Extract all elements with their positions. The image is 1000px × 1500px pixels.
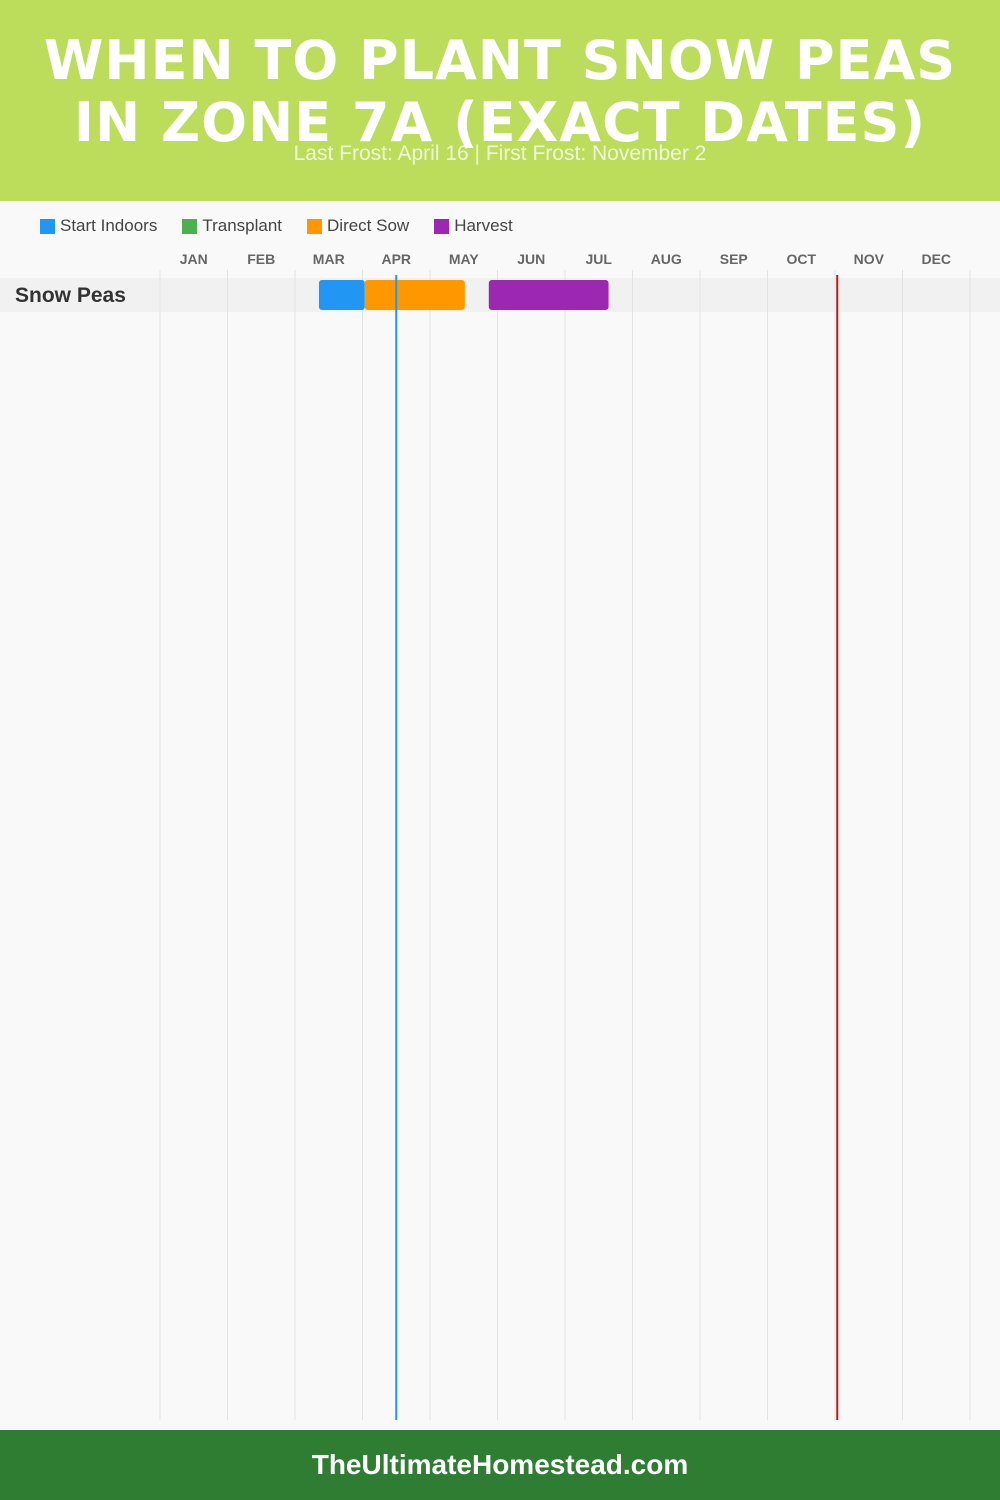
month-label: MAR <box>313 251 345 267</box>
bar-direct-sow <box>364 280 465 310</box>
row-label: Snow Peas <box>15 284 126 307</box>
month-label: AUG <box>651 251 682 267</box>
month-label: MAY <box>449 251 479 267</box>
legend-item-start-indoors: Start Indoors <box>40 216 157 236</box>
chart-legend: Start Indoors Transplant Direct Sow Harv… <box>40 214 538 238</box>
legend-swatch-direct-sow <box>307 218 323 234</box>
header-banner: When to Plant Snow Peas in Zone 7a (Exac… <box>0 0 1000 201</box>
legend-label: Start Indoors <box>60 216 158 235</box>
legend-label: Transplant <box>202 216 283 235</box>
month-label: FEB <box>247 251 275 267</box>
frost-dates-subtitle: Last Frost: April 16 | First Frost: Nove… <box>293 142 707 165</box>
month-label: DEC <box>921 251 951 267</box>
legend-swatch-start-indoors <box>40 218 55 234</box>
legend-label: Direct Sow <box>327 216 410 235</box>
month-label: SEP <box>720 251 748 267</box>
planting-calendar-chart: JAN FEB MAR APR MAY JUN JUL AUG SEP OCT NOV DEC Snow… <box>0 251 1000 1420</box>
month-label: APR <box>381 251 411 267</box>
footer-site-name: TheUltimateHomestead.com <box>311 1449 689 1480</box>
legend-item-harvest: Harvest <box>434 216 513 236</box>
legend-label: Harvest <box>454 216 513 235</box>
month-label: JAN <box>180 251 208 267</box>
bar-start-indoors <box>318 280 365 310</box>
month-label: NOV <box>854 251 885 267</box>
month-label: JUL <box>586 251 613 267</box>
legend-swatch-transplant <box>182 218 198 234</box>
page-title: When to Plant Snow Peas in Zone 7a (Exac… <box>43 29 957 154</box>
bar-harvest <box>488 280 609 310</box>
footer-bar: TheUltimateHomestead.com <box>0 1430 1000 1500</box>
month-label: OCT <box>786 251 816 267</box>
legend-swatch-harvest <box>434 218 450 234</box>
legend-item-transplant: Transplant <box>182 216 282 236</box>
legend-item-direct-sow: Direct Sow <box>307 216 409 236</box>
month-label: JUN <box>517 251 545 267</box>
